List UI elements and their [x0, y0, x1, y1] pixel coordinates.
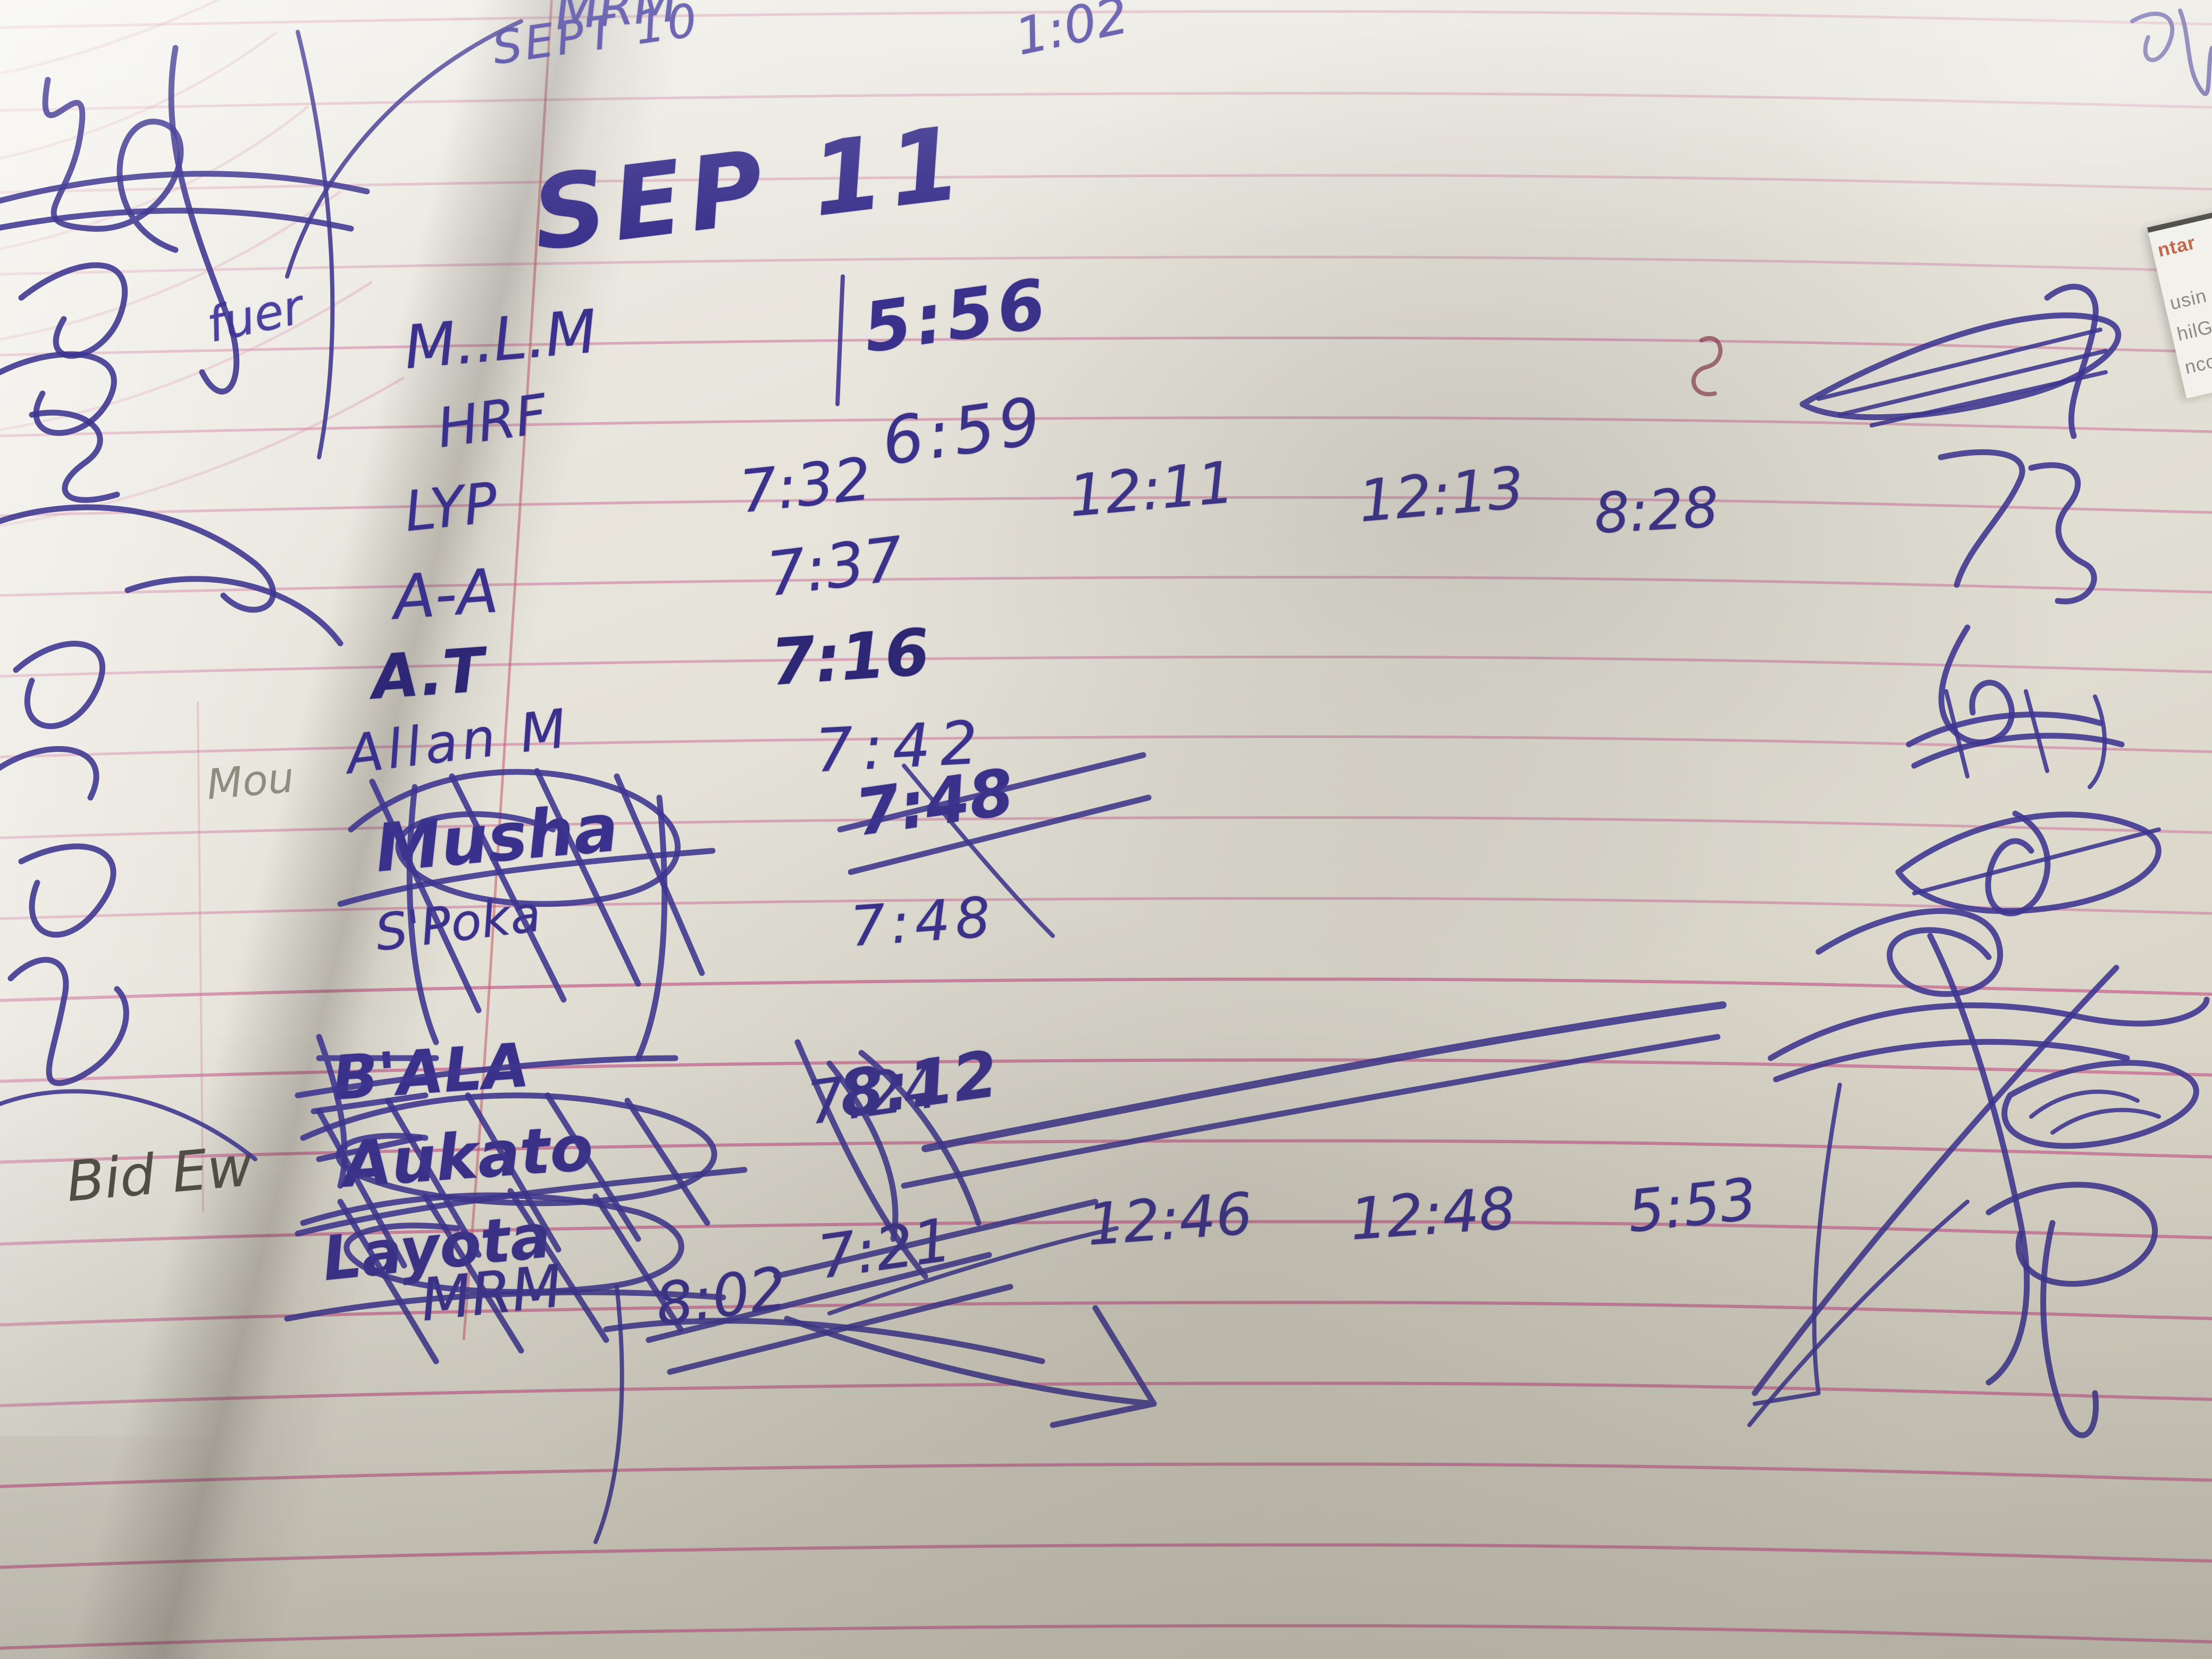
entry-name: A.T — [370, 634, 487, 713]
entry-time: 7:32 — [736, 445, 875, 526]
print-fragment: ntar — [2155, 231, 2198, 262]
entry-time: 7:37 — [763, 523, 907, 610]
entry-time-struck: 8:02 — [651, 1253, 791, 1339]
print-fragment: nco — [2182, 349, 2212, 379]
entry-time: 8:28 — [1593, 474, 1720, 546]
entry-time: 5:56 — [859, 264, 1054, 368]
margin-word-pencil: Mou — [205, 753, 296, 809]
entry-time-crossed: 7:21 — [814, 1205, 956, 1293]
scribble-right-margin — [1691, 9, 2212, 1438]
entry-name: A-A — [391, 555, 500, 633]
entry-time: 7:16 — [768, 615, 932, 700]
entry-time: 12:46 — [1085, 1180, 1255, 1259]
entry-name: LYP — [401, 470, 501, 544]
entry-time: 12:48 — [1348, 1175, 1518, 1253]
entry-name: MRM — [417, 1252, 566, 1335]
entry-time: 5:53 — [1624, 1166, 1760, 1246]
prev-entry-time: 1:02 — [1010, 0, 1134, 67]
print-fragment: hilG — [2175, 315, 2212, 345]
entry-time: 6:59 — [877, 382, 1049, 480]
entry-time-crossed: 7:24 — [803, 1051, 945, 1138]
entry-time: 7:48 — [848, 884, 998, 959]
entry-name-crossed: B'ALA — [330, 1029, 532, 1114]
background-sheet-edge: ntar usin hilG nco — [2147, 210, 2212, 399]
entry-time: 12:11 — [1066, 449, 1237, 530]
print-fragment: usin — [2167, 284, 2209, 314]
entry-time: 12:13 — [1356, 454, 1527, 535]
